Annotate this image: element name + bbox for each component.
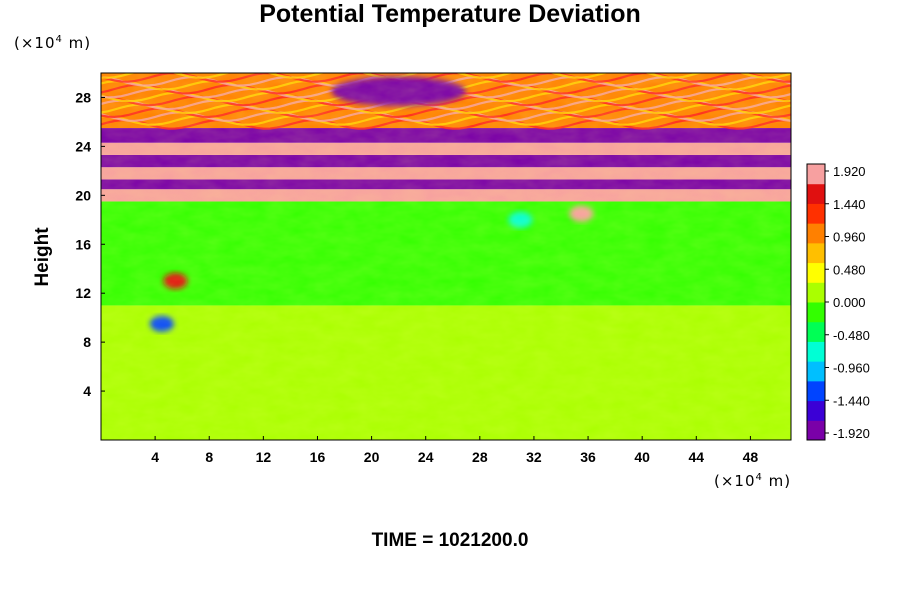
colorbar-swatch	[807, 341, 825, 362]
colorbar-tick-label: -1.920	[833, 426, 870, 441]
x-tick-label: 44	[689, 449, 705, 465]
colorbar-swatch	[807, 380, 825, 402]
colorbar-swatch	[807, 282, 825, 303]
y-unit-suffix: m)	[62, 34, 92, 52]
colorbar-swatch	[807, 420, 825, 441]
heatmap-texture	[101, 73, 791, 440]
y-unit-exponent: 4	[55, 34, 63, 45]
y-tick-label: 16	[75, 236, 91, 252]
chart-title: Potential Temperature Deviation	[259, 0, 641, 28]
y-unit-prefix: (×10	[14, 34, 56, 52]
colorbar-tick-label: 1.920	[833, 164, 866, 179]
colorbar-swatch	[807, 400, 825, 421]
x-tick-label: 36	[580, 449, 596, 465]
x-unit-suffix: m)	[762, 472, 792, 490]
y-tick-label: 20	[75, 187, 91, 203]
colorbar-swatch	[807, 164, 825, 185]
x-tick-label: 28	[472, 449, 488, 465]
colorbar-tick-label: -1.440	[833, 393, 870, 408]
colorbar-tick-label: 0.480	[833, 262, 866, 277]
heatmap-plot-area	[101, 73, 791, 440]
y-tick-label: 4	[83, 383, 91, 399]
colorbar-swatch	[807, 302, 825, 323]
x-tick-label: 40	[634, 449, 650, 465]
colorbar-swatch	[807, 203, 825, 224]
y-axis-unit: (×104 m)	[14, 34, 91, 52]
colorbar-tick-label: 0.000	[833, 295, 866, 310]
x-unit-exponent: 4	[755, 472, 763, 483]
time-stamp: TIME = 1021200.0	[371, 530, 529, 551]
x-tick-label: 16	[310, 449, 326, 465]
y-tick-label: 24	[75, 138, 91, 154]
colorbar: 1.920 1.440 0.960 0.480 0.000 -0.480 -0.960 -1.…	[806, 163, 870, 441]
colorbar-tick-label: 0.960	[833, 230, 866, 245]
x-tick-label: 32	[526, 449, 542, 465]
colorbar-tick-label: -0.480	[833, 328, 870, 343]
colorbar-tick-label: 1.440	[833, 197, 866, 212]
y-tick-label: 12	[75, 285, 91, 301]
colorbar-tick-label: -0.960	[833, 361, 870, 376]
x-tick-label: 8	[205, 449, 213, 465]
x-tick-label: 24	[418, 449, 434, 465]
colorbar-swatch	[807, 183, 825, 204]
y-tick-label: 28	[75, 89, 91, 105]
colorbar-swatch	[807, 262, 825, 283]
x-tick-label: 12	[256, 449, 272, 465]
colorbar-swatch	[807, 361, 825, 382]
x-tick-label: 4	[151, 449, 159, 465]
x-tick-label: 48	[743, 449, 759, 465]
x-axis-unit: (×104 m)	[714, 472, 791, 490]
x-tick-label: 20	[364, 449, 380, 465]
y-tick-label: 8	[83, 334, 91, 350]
colorbar-swatch	[807, 321, 825, 342]
colorbar-swatch	[807, 223, 825, 244]
plot-frame	[100, 72, 792, 441]
colorbar-swatch	[807, 242, 825, 264]
x-unit-prefix: (×10	[714, 472, 756, 490]
